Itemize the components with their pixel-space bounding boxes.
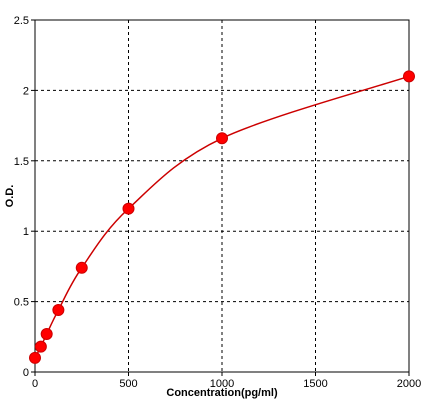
- x-tick-label: 2000: [397, 378, 421, 390]
- y-tick-label: 1.5: [14, 156, 29, 168]
- axis-ticks: 0 500 1000 1500 2000 0 0.5 1 1.5 2 2.5: [14, 15, 422, 390]
- data-point: [34, 340, 47, 353]
- y-tick-label: 2.5: [14, 15, 29, 27]
- data-point: [40, 327, 53, 340]
- y-tick-label: 1: [23, 226, 29, 238]
- y-tick-label: 2: [23, 85, 29, 97]
- y-tick-label: 0.5: [14, 297, 29, 309]
- x-axis-title: Concentration(pg/ml): [166, 387, 278, 399]
- data-point: [29, 351, 41, 364]
- data-point: [216, 132, 228, 145]
- data-point: [52, 304, 65, 317]
- x-tick-label: 1500: [303, 378, 327, 390]
- data-point: [122, 202, 135, 215]
- data-point: [403, 70, 415, 83]
- x-tick-label: 1000: [210, 378, 234, 390]
- y-tick-label: 0: [23, 367, 29, 379]
- y-axis-title: O.D.: [4, 185, 16, 208]
- grid-lines: [35, 20, 409, 372]
- data-points: [29, 70, 415, 364]
- x-tick-label: 500: [119, 378, 137, 390]
- x-tick-label: 0: [32, 378, 38, 390]
- data-point: [75, 261, 88, 274]
